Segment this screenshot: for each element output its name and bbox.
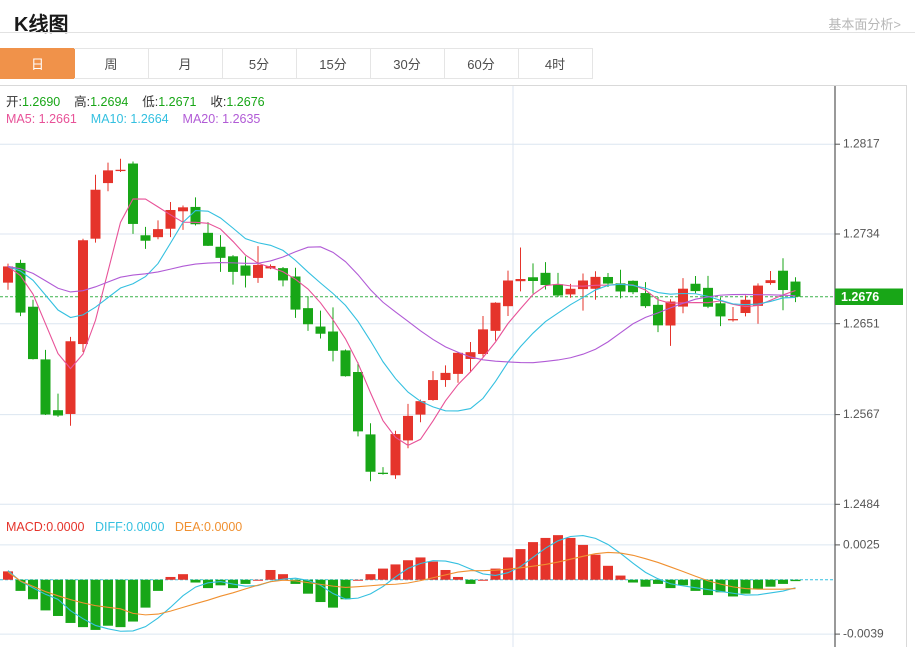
svg-text:0.0025: 0.0025 [843, 537, 880, 551]
svg-text:1.2567: 1.2567 [843, 407, 880, 421]
svg-text:1.2484: 1.2484 [843, 497, 880, 511]
svg-text:-0.0039: -0.0039 [843, 627, 884, 641]
svg-text:1.2734: 1.2734 [843, 227, 880, 241]
svg-text:1.2817: 1.2817 [843, 137, 880, 151]
svg-text:1.2651: 1.2651 [843, 317, 880, 331]
svg-text:1.2676: 1.2676 [841, 290, 879, 304]
